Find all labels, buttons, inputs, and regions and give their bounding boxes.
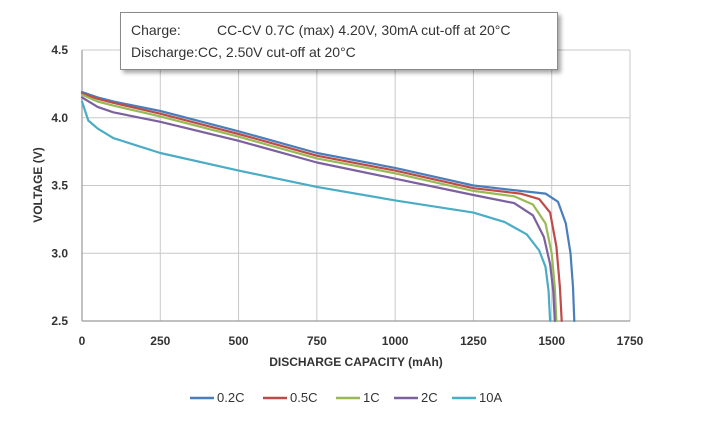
x-axis-title: DISCHARGE CAPACITY (mAh) xyxy=(269,355,443,369)
series-line-10a xyxy=(80,100,552,323)
discharge-condition: Discharge:CC, 2.50V cut-off at 20°C xyxy=(131,44,356,60)
x-tick-label: 1750 xyxy=(617,334,644,348)
y-tick-label: 4.5 xyxy=(51,43,68,57)
discharge-text: CC, 2.50V cut-off at 20°C xyxy=(197,44,356,60)
x-tick-label: 0 xyxy=(79,334,86,348)
series-line-1c xyxy=(80,93,558,323)
charge-label: Charge: xyxy=(131,22,181,38)
charge-text: CC-CV 0.7C (max) 4.20V, 30mA cut-off at … xyxy=(217,22,511,38)
x-tick-label: 1500 xyxy=(538,334,565,348)
y-axis-title: VOLTAGE (V) xyxy=(31,147,45,223)
legend-label-05c: 0.5C xyxy=(290,390,317,405)
discharge-label: Discharge: xyxy=(131,44,198,60)
y-axis-ticks: 2.5 3.0 3.5 4.0 4.5 xyxy=(51,43,68,328)
series-lines xyxy=(80,90,576,323)
x-tick-label: 750 xyxy=(307,334,327,348)
test-conditions-box: Charge: CC-CV 0.7C (max) 4.20V, 30mA cut-… xyxy=(120,12,558,70)
legend: 0.2C 0.5C 1C 2C 10A xyxy=(190,390,502,405)
x-tick-label: 250 xyxy=(150,334,170,348)
legend-label-02c: 0.2C xyxy=(217,390,244,405)
legend-label-1c: 1C xyxy=(363,390,380,405)
x-axis-ticks: 0 250 500 750 1000 1250 1500 1750 xyxy=(79,334,644,348)
series-line-05c xyxy=(80,92,563,323)
x-tick-label: 500 xyxy=(229,334,249,348)
x-tick-label: 1250 xyxy=(460,334,487,348)
y-tick-label: 3.0 xyxy=(51,246,68,260)
y-tick-label: 4.0 xyxy=(51,111,68,125)
legend-label-10a: 10A xyxy=(479,390,502,405)
x-tick-label: 1000 xyxy=(382,334,409,348)
charge-condition: Charge: CC-CV 0.7C (max) 4.20V, 30mA cut-… xyxy=(131,22,511,38)
series-line-2c xyxy=(80,96,556,323)
legend-label-2c: 2C xyxy=(421,390,438,405)
y-tick-label: 3.5 xyxy=(51,179,68,193)
y-tick-label: 2.5 xyxy=(51,314,68,328)
series-line-02c xyxy=(80,90,576,323)
